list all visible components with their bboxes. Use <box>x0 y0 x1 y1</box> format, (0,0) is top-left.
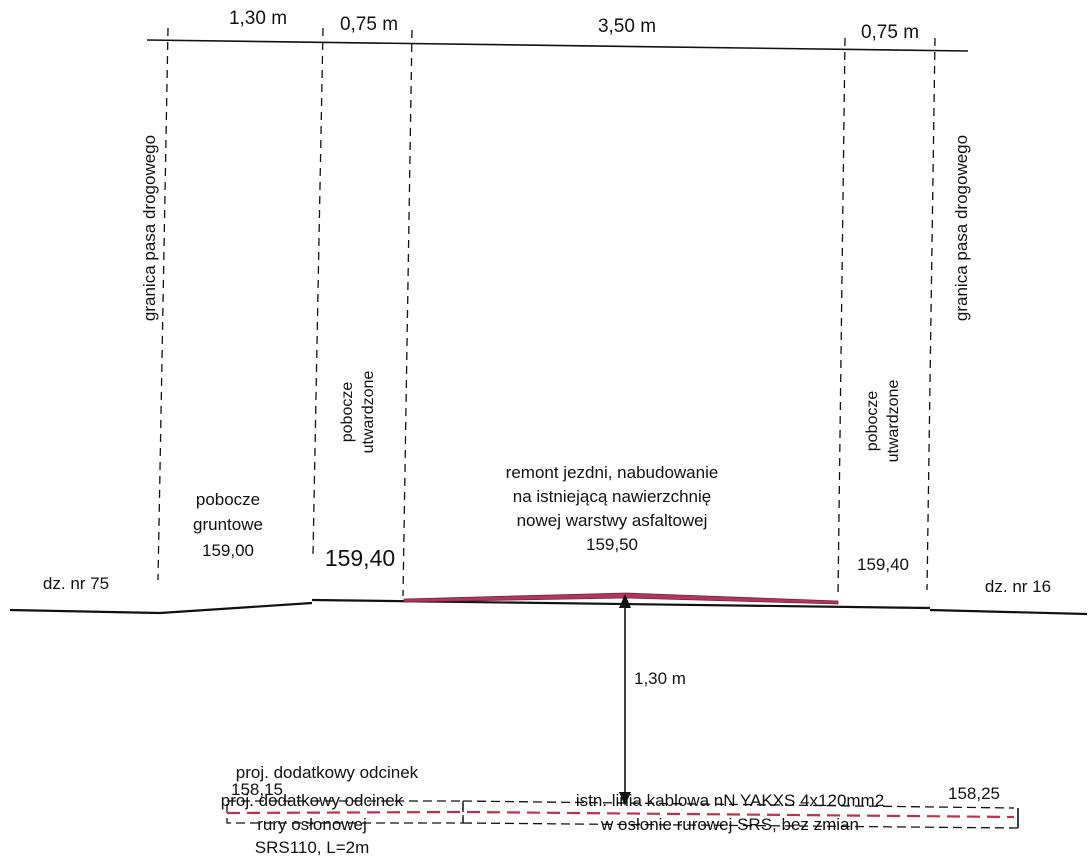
vertical-dashed-lines <box>157 27 936 597</box>
top-dimension-line <box>146 39 969 52</box>
existing-cable-line1: istn. linia kablowa nN YAKXS 4x120mm2 <box>576 791 884 810</box>
proj-additional-section-line3: SRS110, L=2m <box>255 838 370 856</box>
pipe-elevation-right: 158,25 <box>948 784 1000 803</box>
ground-profile <box>9 598 1088 616</box>
asphalt-layer <box>403 592 839 605</box>
paved-shoulder-left-line2: utwardzone <box>360 371 377 454</box>
boundary-label-left: granica pasa drogowego <box>140 135 159 321</box>
earth-shoulder-line2: gruntowe <box>193 515 263 534</box>
depth-arrow <box>619 594 631 806</box>
roadway-line2: na istniejącą nawierzchnię <box>513 487 711 506</box>
dashed-road-edge-left <box>402 29 413 597</box>
dimension-roadway: 3,50 m <box>598 16 656 37</box>
earth-shoulder-elevation: 159,00 <box>202 541 254 560</box>
paved-shoulder-label-left: pobocze utwardzone <box>339 371 377 454</box>
new-pipe-line1: proj. dodatkowy odcinek <box>236 763 419 782</box>
paved-shoulder-right-line2: utwardzone <box>885 380 902 463</box>
boundary-label-right: granica pasa drogowego <box>952 135 971 321</box>
dimension-shoulder-paved-right: 0,75 m <box>861 22 919 43</box>
depth-label: 1,30 m <box>634 669 686 688</box>
captions-under-pipes: proj. dodatkowy odcinek rury osłonowej S… <box>221 791 884 856</box>
dashed-boundary-left <box>157 27 169 581</box>
paved-shoulder-right-elevation: 159,40 <box>857 555 909 574</box>
paved-shoulder-label-right: pobocze utwardzone <box>864 380 902 463</box>
dimension-shoulder-paved-left: 0,75 m <box>340 14 398 35</box>
roadway-line3: nowej warstwy asfaltowej <box>517 511 708 530</box>
parcel-right: dz. nr 16 <box>985 577 1051 596</box>
dashed-road-edge-right <box>837 37 846 596</box>
existing-cable-line2: w osłonie rurowej SRS, bez zmian <box>600 815 859 834</box>
parcel-left: dz. nr 75 <box>43 574 109 593</box>
roadway-elevation: 159,50 <box>586 535 638 554</box>
roadway-line1: remont jezdni, nabudowanie <box>506 463 719 482</box>
dashed-boundary-right <box>926 37 936 591</box>
paved-shoulder-left-elevation: 159,40 <box>325 545 395 571</box>
paved-shoulder-right-line1: pobocze <box>864 391 881 452</box>
dimension-shoulder-earth: 1,30 m <box>229 8 287 29</box>
paved-shoulder-left-line1: pobocze <box>339 382 356 443</box>
cable-line <box>226 810 1015 819</box>
dashed-paved-shoulder-left-outer <box>312 27 324 556</box>
existing-pipe-sleeve <box>462 800 1019 829</box>
earth-shoulder-line1: pobocze <box>196 490 260 509</box>
proj-additional-section-line2: rury osłonowej <box>257 815 367 834</box>
proj-additional-section-line1: proj. dodatkowy odcinek <box>221 791 404 810</box>
pipe-elevation-left: 158,15 <box>231 780 283 799</box>
